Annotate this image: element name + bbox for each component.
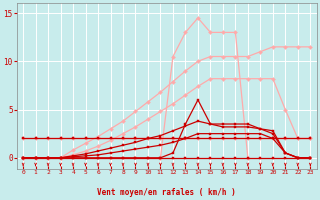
X-axis label: Vent moyen/en rafales ( km/h ): Vent moyen/en rafales ( km/h ) [97, 188, 236, 197]
